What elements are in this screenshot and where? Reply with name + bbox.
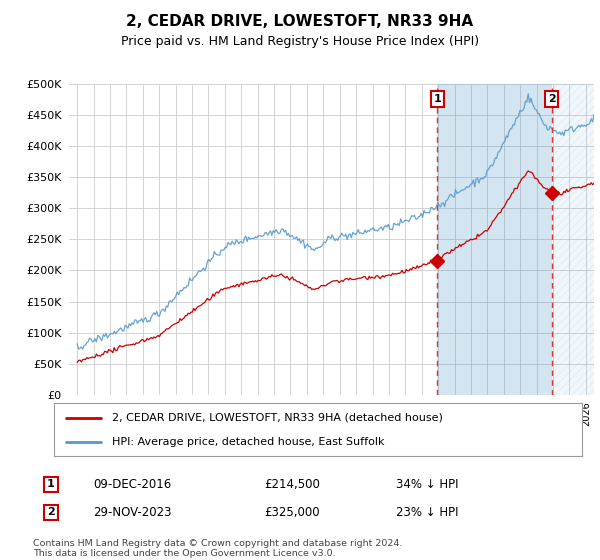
Text: 29-NOV-2023: 29-NOV-2023 <box>93 506 172 519</box>
Text: 1: 1 <box>433 94 441 104</box>
Text: 09-DEC-2016: 09-DEC-2016 <box>93 478 171 491</box>
Bar <box>551 84 594 395</box>
Text: 1: 1 <box>47 479 55 489</box>
Text: HPI: Average price, detached house, East Suffolk: HPI: Average price, detached house, East… <box>112 437 385 447</box>
Text: 2: 2 <box>548 94 556 104</box>
Text: £325,000: £325,000 <box>264 506 320 519</box>
Text: 2: 2 <box>47 507 55 517</box>
Text: Price paid vs. HM Land Registry's House Price Index (HPI): Price paid vs. HM Land Registry's House … <box>121 35 479 48</box>
Text: 2, CEDAR DRIVE, LOWESTOFT, NR33 9HA: 2, CEDAR DRIVE, LOWESTOFT, NR33 9HA <box>127 14 473 29</box>
Text: Contains HM Land Registry data © Crown copyright and database right 2024.
This d: Contains HM Land Registry data © Crown c… <box>33 539 403 558</box>
Text: 2, CEDAR DRIVE, LOWESTOFT, NR33 9HA (detached house): 2, CEDAR DRIVE, LOWESTOFT, NR33 9HA (det… <box>112 413 443 423</box>
Bar <box>437 84 551 395</box>
Text: 34% ↓ HPI: 34% ↓ HPI <box>396 478 458 491</box>
Text: 23% ↓ HPI: 23% ↓ HPI <box>396 506 458 519</box>
Text: £214,500: £214,500 <box>264 478 320 491</box>
